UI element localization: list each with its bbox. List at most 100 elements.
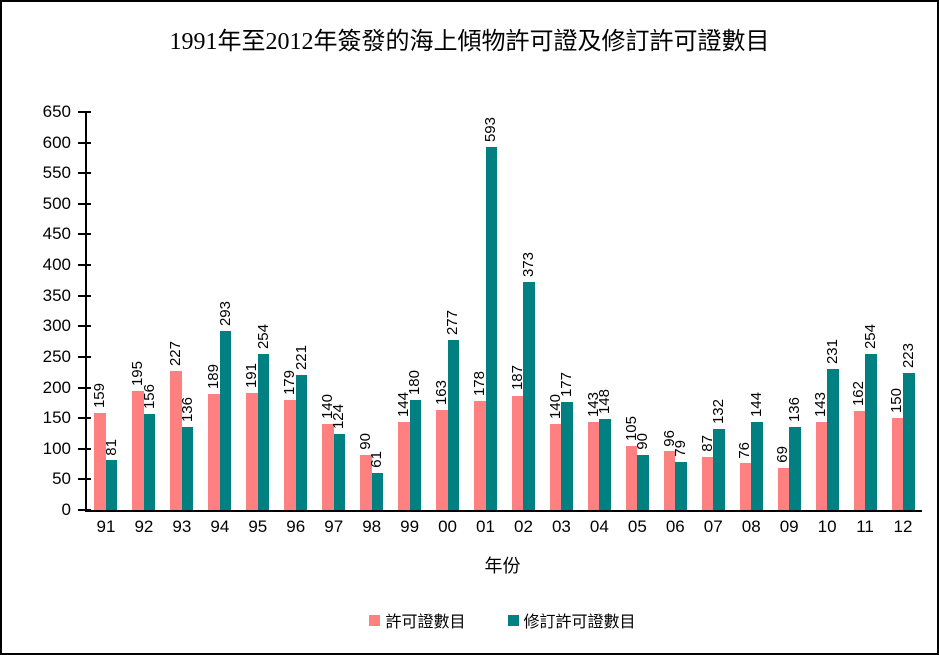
bar — [94, 412, 106, 510]
bar-value-label: 136 — [178, 396, 196, 422]
y-tick-mark — [78, 111, 91, 113]
bar — [713, 429, 725, 510]
y-tick-label: 200 — [42, 377, 71, 397]
y-tick-label: 550 — [42, 163, 71, 183]
bar — [663, 451, 676, 510]
y-tick-mark — [78, 355, 91, 358]
bar — [246, 393, 258, 510]
x-tick-label: 96 — [286, 517, 306, 536]
bar — [853, 410, 866, 510]
bar — [827, 368, 839, 510]
bar-value-label: 81 — [102, 438, 120, 456]
x-tick-label: 04 — [589, 517, 609, 536]
bar — [295, 374, 308, 510]
y-tick-mark — [78, 264, 91, 267]
bar-value-label: 254 — [861, 324, 879, 350]
bar — [561, 401, 573, 510]
bar — [587, 422, 600, 510]
bar-value-label: 254 — [254, 324, 272, 350]
plot-area: 0 50 100 150 200 250 300 350 400 450 500 550 600 650 9… — [43, 103, 922, 536]
bar — [637, 454, 649, 510]
x-tick-label: 00 — [438, 517, 458, 536]
bar — [208, 394, 220, 510]
x-tick-label: 11 — [856, 517, 874, 536]
bar — [777, 467, 790, 510]
bar — [132, 390, 144, 510]
bar — [474, 401, 486, 510]
x-tick-label: 05 — [627, 517, 647, 536]
bar — [219, 330, 232, 510]
x-tick-label: 07 — [703, 517, 723, 536]
bar-value-label: 90 — [356, 433, 374, 450]
y-tick-label: 650 — [42, 102, 71, 121]
bar — [789, 426, 801, 510]
x-tick-label: 08 — [741, 517, 761, 536]
bar — [891, 418, 904, 510]
legend-label: 許可證數目 — [385, 614, 466, 631]
bar — [105, 460, 118, 510]
bar — [511, 395, 524, 510]
bar-value-label: 79 — [672, 439, 690, 457]
bar — [333, 434, 346, 510]
y-tick-label: 500 — [42, 193, 71, 213]
y-tick-label: 0 — [61, 500, 71, 519]
x-tick-label: 99 — [400, 517, 420, 536]
bar — [523, 281, 535, 510]
bar — [360, 454, 372, 510]
y-tick-mark — [78, 141, 91, 144]
y-tick-mark — [78, 478, 91, 481]
bar-value-label: 231 — [823, 338, 841, 364]
y-tick-label: 100 — [42, 438, 71, 458]
legend-swatch — [507, 614, 519, 626]
y-tick-label: 400 — [42, 255, 71, 275]
bar-value-label: 90 — [634, 433, 652, 450]
bar-value-label: 227 — [167, 340, 185, 367]
x-tick-label: 10 — [817, 517, 837, 536]
bar — [815, 422, 828, 510]
bar — [701, 456, 714, 510]
y-tick-label: 150 — [42, 408, 71, 428]
bar — [485, 146, 498, 510]
x-tick-label: 94 — [210, 517, 230, 536]
x-tick-label: 09 — [779, 517, 799, 536]
bar-value-label: 61 — [368, 450, 386, 468]
bar-value-label: 293 — [216, 300, 234, 326]
y-tick-mark — [78, 447, 91, 450]
bar-value-label: 195 — [129, 360, 147, 386]
y-tick-mark — [78, 386, 91, 389]
bar — [257, 354, 270, 510]
y-tick-label: 50 — [52, 469, 71, 489]
legend: 許可證數目 修訂許可證數目 — [85, 608, 920, 632]
y-tick-label: 450 — [42, 224, 71, 244]
bar — [625, 445, 638, 510]
y-tick-label: 600 — [42, 132, 71, 152]
chart-title: 1991年至2012年簽發的海上傾物許可證及修訂許可證數目 — [169, 29, 770, 55]
bar — [371, 472, 384, 510]
bar — [398, 421, 410, 510]
x-tick-label: 12 — [893, 517, 913, 536]
y-tick-mark — [78, 417, 91, 420]
bar-value-label: 132 — [710, 399, 727, 425]
x-tick-label: 95 — [248, 517, 268, 536]
bar — [865, 354, 877, 510]
legend-item: 修訂許可證數目 — [507, 608, 636, 632]
x-axis-title: 年份 — [484, 556, 521, 576]
x-tick-label: 93 — [172, 517, 192, 536]
y-tick-mark — [78, 325, 91, 328]
legend-item: 許可證數目 — [369, 608, 466, 632]
bar-value-label: 148 — [596, 389, 614, 415]
bar — [751, 421, 763, 510]
legend-label: 修訂許可證數目 — [523, 614, 636, 631]
x-tick-label: 03 — [551, 517, 571, 536]
bar — [739, 463, 752, 510]
bar — [409, 399, 422, 510]
bar — [903, 373, 915, 510]
bar-value-label: 277 — [444, 310, 462, 336]
bar — [599, 419, 611, 510]
bar — [284, 400, 296, 510]
bar-value-label: 124 — [330, 404, 348, 430]
bar-value-label: 180 — [406, 369, 424, 395]
y-tick-mark — [78, 294, 91, 297]
x-tick-label: 97 — [324, 517, 344, 536]
